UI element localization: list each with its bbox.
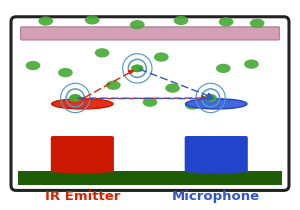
FancyBboxPatch shape bbox=[21, 27, 279, 40]
Ellipse shape bbox=[165, 83, 180, 93]
Ellipse shape bbox=[143, 97, 157, 107]
Ellipse shape bbox=[69, 94, 82, 102]
Ellipse shape bbox=[185, 100, 200, 110]
Ellipse shape bbox=[154, 52, 169, 62]
Ellipse shape bbox=[52, 99, 113, 109]
Ellipse shape bbox=[204, 94, 217, 102]
Ellipse shape bbox=[216, 64, 231, 73]
Ellipse shape bbox=[185, 99, 247, 109]
Ellipse shape bbox=[244, 59, 259, 69]
Ellipse shape bbox=[185, 165, 247, 173]
FancyBboxPatch shape bbox=[52, 137, 113, 172]
Ellipse shape bbox=[26, 61, 40, 70]
FancyBboxPatch shape bbox=[11, 17, 289, 190]
Ellipse shape bbox=[219, 17, 233, 26]
Ellipse shape bbox=[58, 68, 73, 77]
Text: Microphone: Microphone bbox=[172, 190, 260, 203]
Ellipse shape bbox=[174, 16, 188, 25]
Ellipse shape bbox=[131, 64, 143, 72]
Ellipse shape bbox=[85, 15, 100, 25]
Ellipse shape bbox=[38, 16, 53, 26]
Text: IR Emitter: IR Emitter bbox=[45, 190, 120, 203]
Ellipse shape bbox=[52, 165, 113, 173]
FancyBboxPatch shape bbox=[17, 171, 283, 185]
Ellipse shape bbox=[250, 19, 265, 28]
Ellipse shape bbox=[130, 20, 145, 29]
Ellipse shape bbox=[95, 48, 110, 58]
Ellipse shape bbox=[106, 81, 121, 90]
FancyBboxPatch shape bbox=[185, 137, 247, 172]
